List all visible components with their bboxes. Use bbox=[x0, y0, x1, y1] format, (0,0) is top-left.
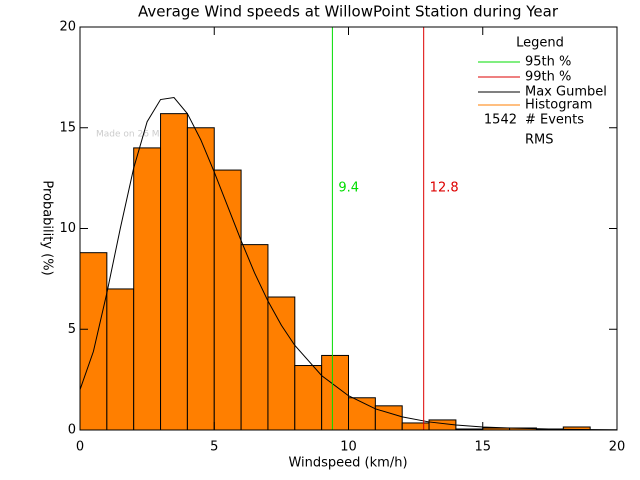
x-tick-label: 15 bbox=[474, 440, 491, 455]
watermark: Made on 26 Mar 2025 bbox=[96, 130, 195, 140]
legend-label: 95th % bbox=[525, 55, 571, 70]
percentile-label: 12.8 bbox=[430, 181, 459, 196]
x-tick-label: 10 bbox=[340, 440, 357, 455]
x-tick-label: 0 bbox=[76, 440, 84, 455]
y-tick-label: 20 bbox=[59, 20, 76, 35]
y-tick-label: 10 bbox=[59, 221, 76, 236]
bar bbox=[401, 422, 430, 431]
bar bbox=[79, 252, 108, 431]
bar bbox=[267, 296, 296, 431]
legend-label: Max Gumbel bbox=[525, 85, 607, 100]
legend-events-label: # Events bbox=[525, 113, 584, 128]
bar bbox=[186, 127, 215, 431]
y-tick-label: 15 bbox=[59, 120, 76, 135]
bar bbox=[374, 405, 403, 431]
y-axis-label: Probability (%) bbox=[40, 180, 55, 275]
x-tick-label: 5 bbox=[210, 440, 218, 455]
percentile-label: 9.4 bbox=[338, 181, 359, 196]
legend-events: 1542 bbox=[484, 113, 517, 128]
bar bbox=[133, 147, 162, 431]
chart-title: Average Wind speeds at WillowPoint Stati… bbox=[138, 3, 559, 21]
x-axis-label: Windspeed (km/h) bbox=[288, 456, 407, 471]
bar bbox=[160, 113, 188, 431]
x-tick-label: 20 bbox=[609, 440, 626, 455]
legend-title: Legend bbox=[516, 36, 564, 51]
y-tick-label: 5 bbox=[68, 322, 76, 337]
y-tick-label: 0 bbox=[68, 423, 76, 438]
legend-rms: RMS bbox=[525, 133, 554, 148]
legend-histogram: Histogram bbox=[525, 98, 592, 113]
bar bbox=[106, 288, 135, 431]
bar bbox=[294, 365, 323, 431]
bar bbox=[213, 169, 242, 431]
legend-label: 99th % bbox=[525, 70, 571, 85]
gumbel-curve bbox=[79, 96, 618, 431]
